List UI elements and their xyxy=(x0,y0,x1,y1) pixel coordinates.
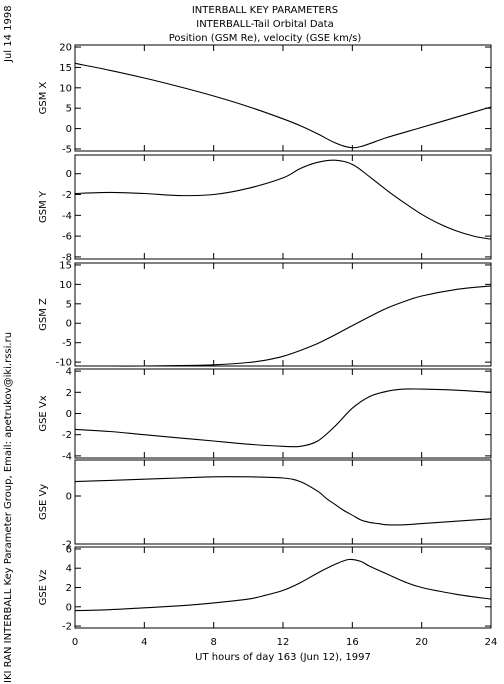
y-tick-label: 10 xyxy=(59,280,72,291)
y-tick-label: 5 xyxy=(66,104,72,115)
x-tick-label: 20 xyxy=(415,637,428,648)
y-axis-label: GSM X xyxy=(38,81,49,114)
y-tick-label: 4 xyxy=(66,564,72,575)
y-tick-label: 4 xyxy=(66,367,72,378)
panel-frame xyxy=(74,546,492,629)
x-tick-label: 12 xyxy=(277,637,290,648)
y-tick-label: -6 xyxy=(62,232,72,243)
chart-title-3: Position (GSM Re), velocity (GSE km/s) xyxy=(169,33,362,44)
series-line xyxy=(74,388,492,448)
y-tick-label: -5 xyxy=(62,338,72,349)
panel-frame xyxy=(74,262,492,367)
x-tick-label: 4 xyxy=(141,637,147,648)
x-tick-label: 8 xyxy=(210,637,216,648)
y-tick-label: 20 xyxy=(59,43,72,54)
x-tick-label: 16 xyxy=(346,637,359,648)
y-tick-label: -2 xyxy=(62,430,72,441)
y-axis-label: GSM Z xyxy=(38,298,49,331)
series-line xyxy=(74,558,492,612)
y-axis-label: GSE Vx xyxy=(38,395,49,431)
y-tick-label: 6 xyxy=(66,544,72,555)
panel-frame xyxy=(74,154,492,260)
chart-title-2: INTERBALL-Tail Orbital Data xyxy=(196,19,333,30)
y-tick-label: -5 xyxy=(62,144,72,155)
y-tick-label: 2 xyxy=(66,583,72,594)
x-axis-label: UT hours of day 163 (Jun 12), 1997 xyxy=(195,652,371,663)
credit-line: IKI RAN INTERBALL Key Parameter Group, E… xyxy=(3,332,14,683)
panel-frame xyxy=(74,368,492,459)
x-tick-label: 24 xyxy=(485,637,498,648)
y-tick-label: -2 xyxy=(62,190,72,201)
y-tick-label: 5 xyxy=(66,299,72,310)
y-tick-label: 0 xyxy=(66,124,72,135)
y-tick-label: 15 xyxy=(59,260,72,271)
y-tick-label: 0 xyxy=(66,169,72,180)
y-tick-label: -2 xyxy=(62,622,72,633)
y-tick-label: 0 xyxy=(66,492,72,503)
y-tick-label: 0 xyxy=(66,319,72,330)
y-tick-label: -10 xyxy=(56,358,72,369)
y-tick-label: -8 xyxy=(62,252,72,263)
chart-title-1: INTERBALL KEY PARAMETERS xyxy=(192,5,338,16)
y-tick-label: -2 xyxy=(62,540,72,551)
y-tick-label: -4 xyxy=(62,451,72,462)
y-tick-label: -4 xyxy=(62,211,72,222)
series-line xyxy=(74,159,492,240)
x-tick-label: 0 xyxy=(72,637,78,648)
panel-frame xyxy=(74,44,492,152)
series-line xyxy=(74,62,492,149)
y-tick-label: 10 xyxy=(59,83,72,94)
series-line xyxy=(74,476,492,526)
y-tick-label: 0 xyxy=(66,409,72,420)
y-tick-label: 2 xyxy=(66,388,72,399)
panel-frame xyxy=(74,459,492,545)
y-axis-label: GSM Y xyxy=(38,190,49,223)
y-tick-label: 15 xyxy=(59,63,72,74)
y-axis-label: GSE Vy xyxy=(38,484,49,520)
date-stamp: Jul 14 1998 xyxy=(3,5,14,63)
series-line xyxy=(75,285,492,367)
y-tick-label: 0 xyxy=(66,602,72,613)
y-axis-label: GSE Vz xyxy=(38,570,49,606)
